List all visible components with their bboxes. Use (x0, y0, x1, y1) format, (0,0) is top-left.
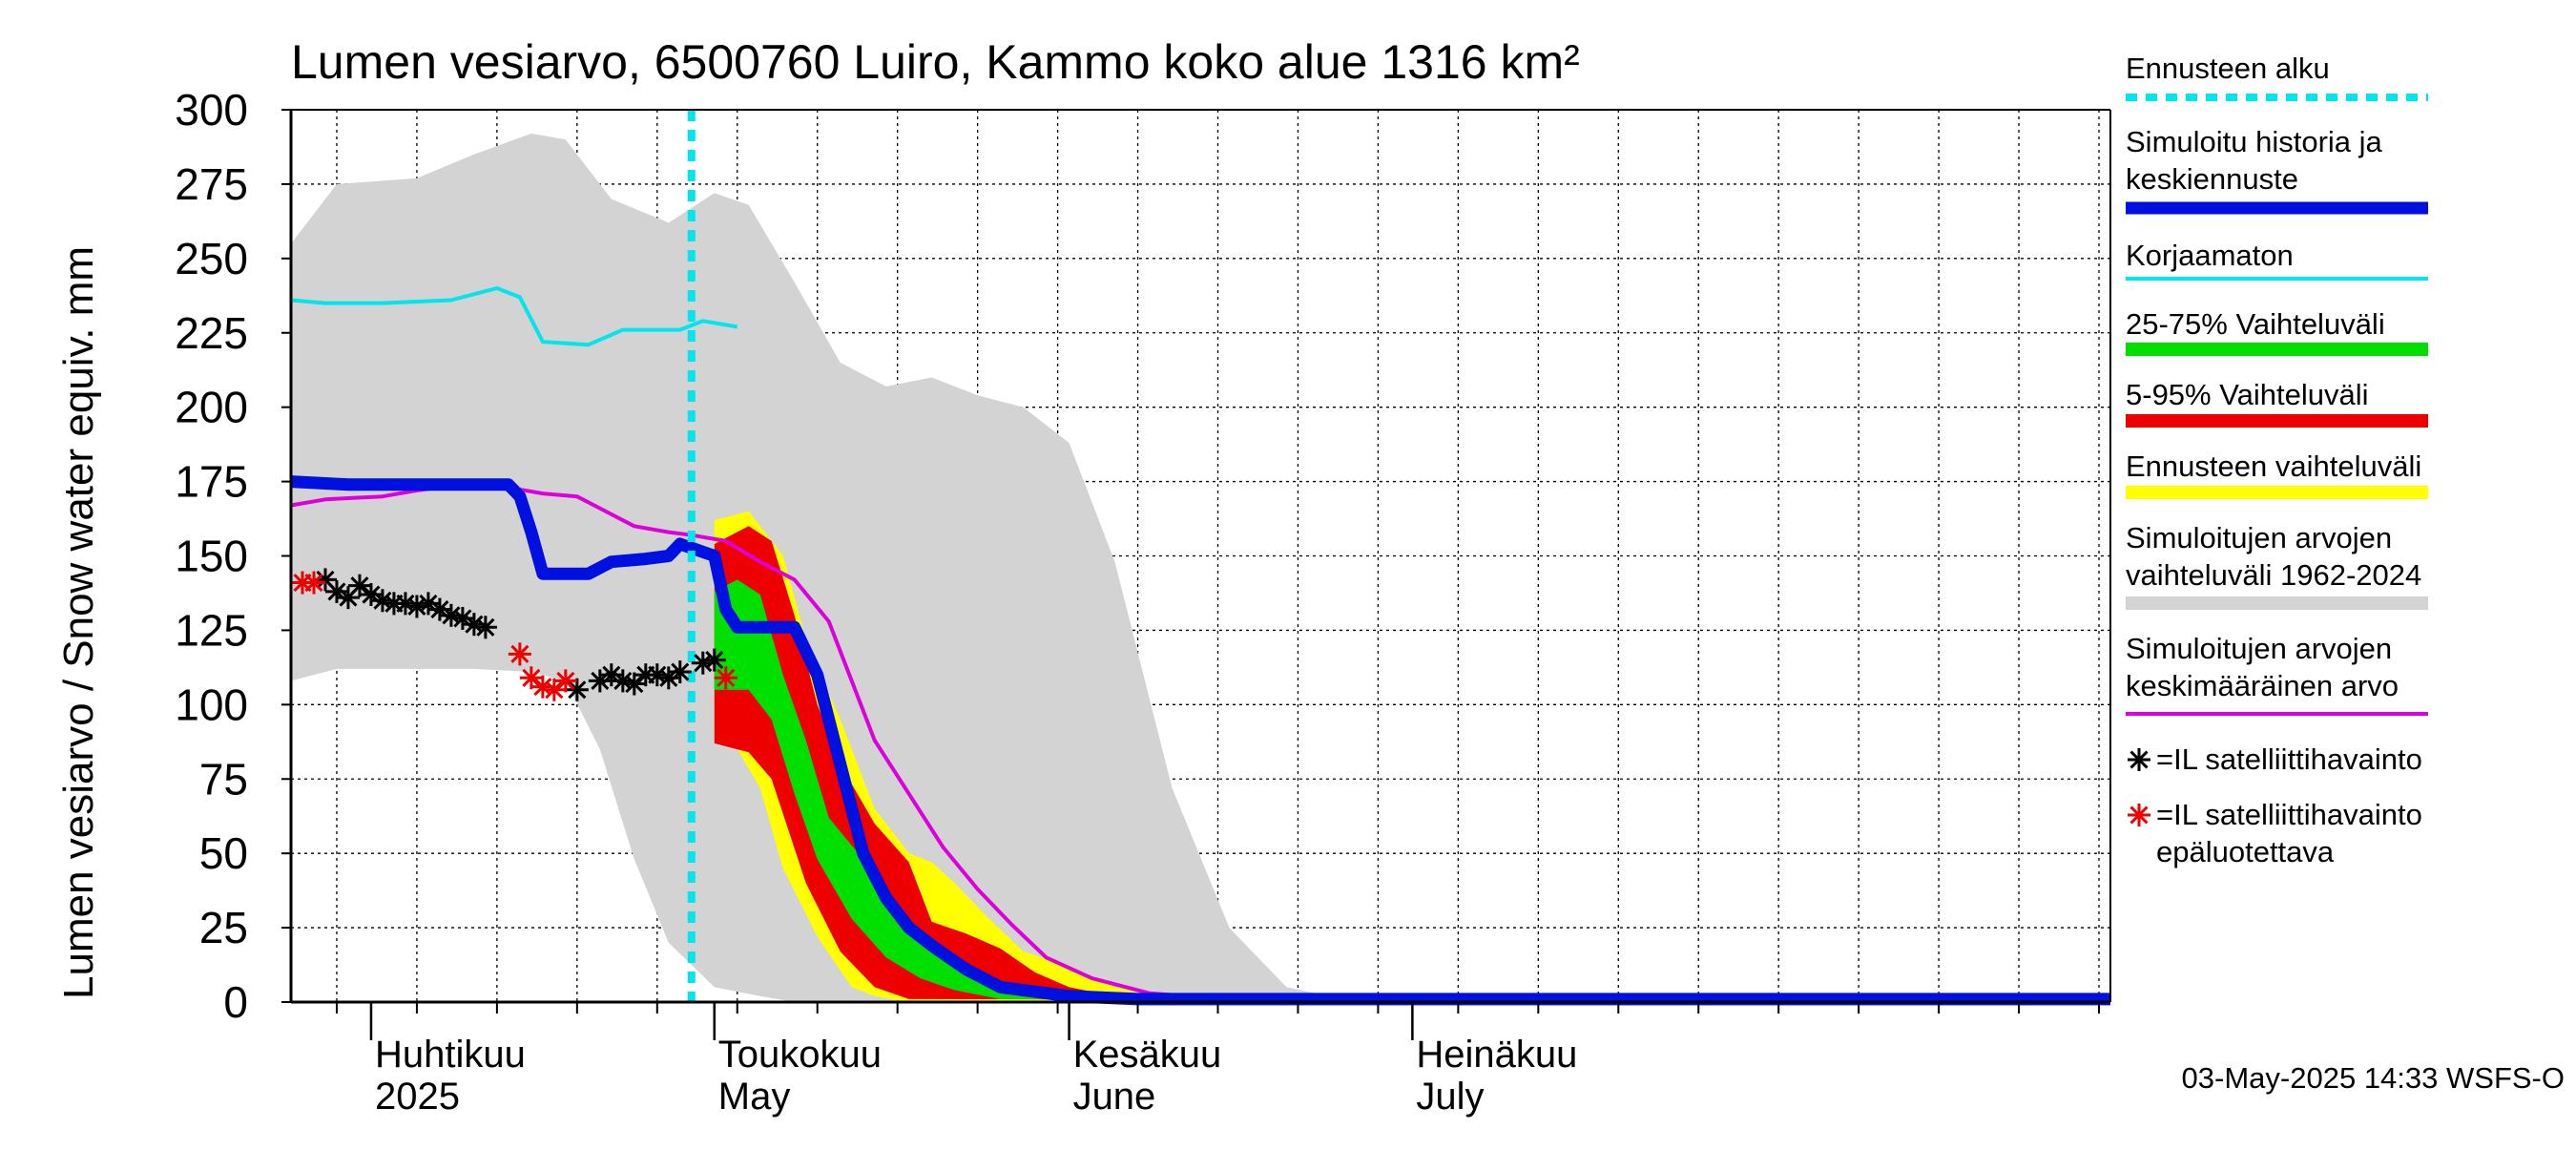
legend-swatch (2126, 596, 2428, 610)
x-month-label-en: 2025 (375, 1076, 460, 1118)
y-tick-label: 25 (199, 903, 248, 952)
legend-label: Simuloitujen arvojen (2126, 632, 2392, 665)
legend-label: Korjaamaton (2126, 239, 2294, 272)
obs-marker (393, 592, 417, 616)
x-month-label-en: July (1416, 1076, 1484, 1118)
obs-unreliable-marker (553, 669, 577, 693)
y-tick-label: 225 (175, 308, 248, 358)
y-tick-label: 100 (175, 680, 248, 729)
obs-marker (588, 669, 612, 693)
obs-unreliable-marker (301, 571, 325, 595)
axes (281, 109, 2111, 1040)
y-tick-label: 0 (223, 977, 248, 1027)
legend-label: keskiennuste (2126, 162, 2298, 196)
y-axis-label: Lumen vesiarvo / Snow water equiv. mm (55, 246, 102, 999)
y-tick-label: 200 (175, 383, 248, 432)
legend-swatch (2126, 343, 2428, 356)
bands (291, 133, 2110, 1002)
legend-label: vaihteluväli 1962-2024 (2126, 558, 2421, 592)
obs-marker (347, 574, 371, 597)
observation-markers (290, 568, 737, 701)
y-tick-label: 150 (175, 532, 248, 581)
footer-timestamp: 03-May-2025 14:33 WSFS-O (2182, 1061, 2565, 1095)
x-month-label-fi: Heinäkuu (1416, 1034, 1577, 1076)
x-month-label-en: May (718, 1076, 791, 1118)
obs-unreliable-marker (508, 642, 531, 666)
legend-label: Ennusteen vaihteluväli (2126, 450, 2421, 483)
legend-label: =IL satelliittihavainto (2156, 798, 2422, 831)
legend-label: epäluotettava (2156, 835, 2335, 868)
obs-marker (702, 648, 726, 672)
legend-swatch (2126, 414, 2428, 428)
x-month-label-en: June (1073, 1076, 1156, 1118)
y-tick-label: 300 (175, 85, 248, 135)
y-tick-label: 125 (175, 605, 248, 655)
legend-marker (2128, 748, 2150, 771)
legend-label: 5-95% Vaihteluväli (2126, 378, 2368, 411)
legend-swatch (2126, 486, 2428, 499)
obs-marker (473, 616, 497, 639)
x-month-label-fi: Kesäkuu (1073, 1034, 1222, 1076)
legend: Ennusteen alku Simuloitu historia ja keski… (2126, 52, 2428, 868)
simulated-line (290, 475, 2110, 1006)
obs-unreliable-marker (714, 666, 737, 690)
y-tick-label: 50 (199, 828, 248, 878)
chart-title: Lumen vesiarvo, 6500760 Luiro, Kammo kok… (291, 35, 1580, 89)
y-tick-label: 175 (175, 457, 248, 507)
legend-label: keskimääräinen arvo (2126, 669, 2399, 702)
x-month-label-fi: Toukokuu (718, 1034, 882, 1076)
y-tick-label: 275 (175, 159, 248, 209)
y-tick-label: 75 (199, 754, 248, 804)
legend-label: Ennusteen alku (2126, 52, 2330, 85)
legend-label: 25-75% Vaihteluväli (2126, 307, 2385, 341)
series-lines (290, 110, 2110, 1006)
legend-label: Simuloitu historia ja (2126, 125, 2383, 158)
y-tick-label: 250 (175, 234, 248, 283)
obs-marker (668, 660, 692, 684)
historical-range-band (291, 133, 2110, 1002)
uncorrected-line (290, 286, 738, 347)
legend-marker (2128, 804, 2150, 826)
legend-label: Simuloitujen arvojen (2126, 521, 2392, 554)
p5-95-band (714, 526, 2110, 1002)
obs-marker (370, 589, 394, 613)
tick-labels: 0 25 50 75 100 125 150 175 200 225 250 275 300 Huhtik… (175, 85, 1577, 1118)
legend-label: =IL satelliittihavainto (2156, 742, 2422, 776)
x-month-label-fi: Huhtikuu (375, 1034, 526, 1076)
